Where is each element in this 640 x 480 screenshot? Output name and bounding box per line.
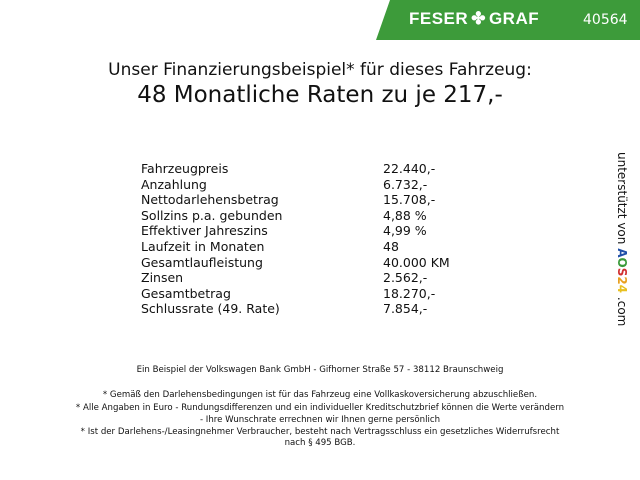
note-3: * Ist der Darlehens-/Leasingnehmer Verbr… [80,427,560,437]
row-value: 7.854,- [383,301,428,317]
row-value: 40.000 KM [383,254,450,270]
table-row: Sollzins p.a. gebunden 4,88 % [141,208,481,224]
row-value: 2.562,- [383,270,428,286]
table-row: Fahrzeugpreis 22.440,- [141,161,481,177]
row-label: Schlussrate (49. Rate) [141,301,280,317]
note-2: * Alle Angaben in Euro - Rundungsdiffere… [75,403,565,413]
ad-number: 40564 [583,12,628,28]
clover-icon: ✤ [471,9,486,28]
row-label: Laufzeit in Monaten [141,238,265,254]
row-value: 15.708,- [383,192,436,208]
header-banner [376,0,640,40]
table-row: Nettodarlehensbetrag 15.708,- [141,192,481,208]
finance-table: Fahrzeugpreis 22.440,- Anzahlung 6.732,- Net… [141,161,481,317]
row-label: Zinsen [141,270,184,286]
note-1: * Gemäß den Darlehensbedingungen ist für… [102,390,538,400]
rate-headline: 48 Monatliche Raten zu je 217,- [137,82,503,108]
row-value: 4,88 % [383,207,427,223]
row-value: 6.732,- [383,176,428,192]
sponsor-label: unterstützt von [615,152,629,245]
table-row: Zinsen 2.562,- [141,270,481,286]
row-label: Fahrzeugpreis [141,161,229,176]
table-row: Anzahlung 6.732,- [141,177,481,193]
row-value: 18.270,- [383,285,436,301]
sponsor-suffix: .com [615,296,629,327]
brand-logo: FESER ✤ GRAF [409,9,539,29]
bank-info: Ein Beispiel der Volkswagen Bank GmbH - … [136,365,504,375]
note-3-cont: nach § 495 BGB. [284,438,356,448]
row-label: Sollzins p.a. gebunden [141,207,283,223]
row-value: 48 [383,238,399,254]
brand-name-2: GRAF [488,9,540,28]
row-label: Anzahlung [141,176,207,192]
note-2-cont: - Ihre Wunschrate errechnen wir Ihnen ge… [199,415,441,425]
table-row: Gesamtbetrag 18.270,- [141,286,481,302]
row-label: Effektiver Jahreszins [141,223,268,239]
title: Unser Finanzierungsbeispiel* für dieses … [108,60,532,80]
row-label: Gesamtbetrag [141,285,231,301]
row-label: Nettodarlehensbetrag [141,192,279,208]
table-row: Gesamtlaufleistung 40.000 KM [141,255,481,271]
brand-name: FESER [409,9,469,28]
table-row: Schlussrate (49. Rate) 7.854,- [141,301,481,317]
row-value: 22.440,- [383,161,436,176]
aos24-logo: AOS24 [615,248,629,294]
table-row: Effektiver Jahreszins 4,99 % [141,223,481,239]
row-label: Gesamtlaufleistung [141,254,263,270]
row-value: 4,99 % [383,223,427,239]
sponsor-text: unterstützt von AOS24 .com [615,152,629,326]
table-row: Laufzeit in Monaten 48 [141,239,481,255]
